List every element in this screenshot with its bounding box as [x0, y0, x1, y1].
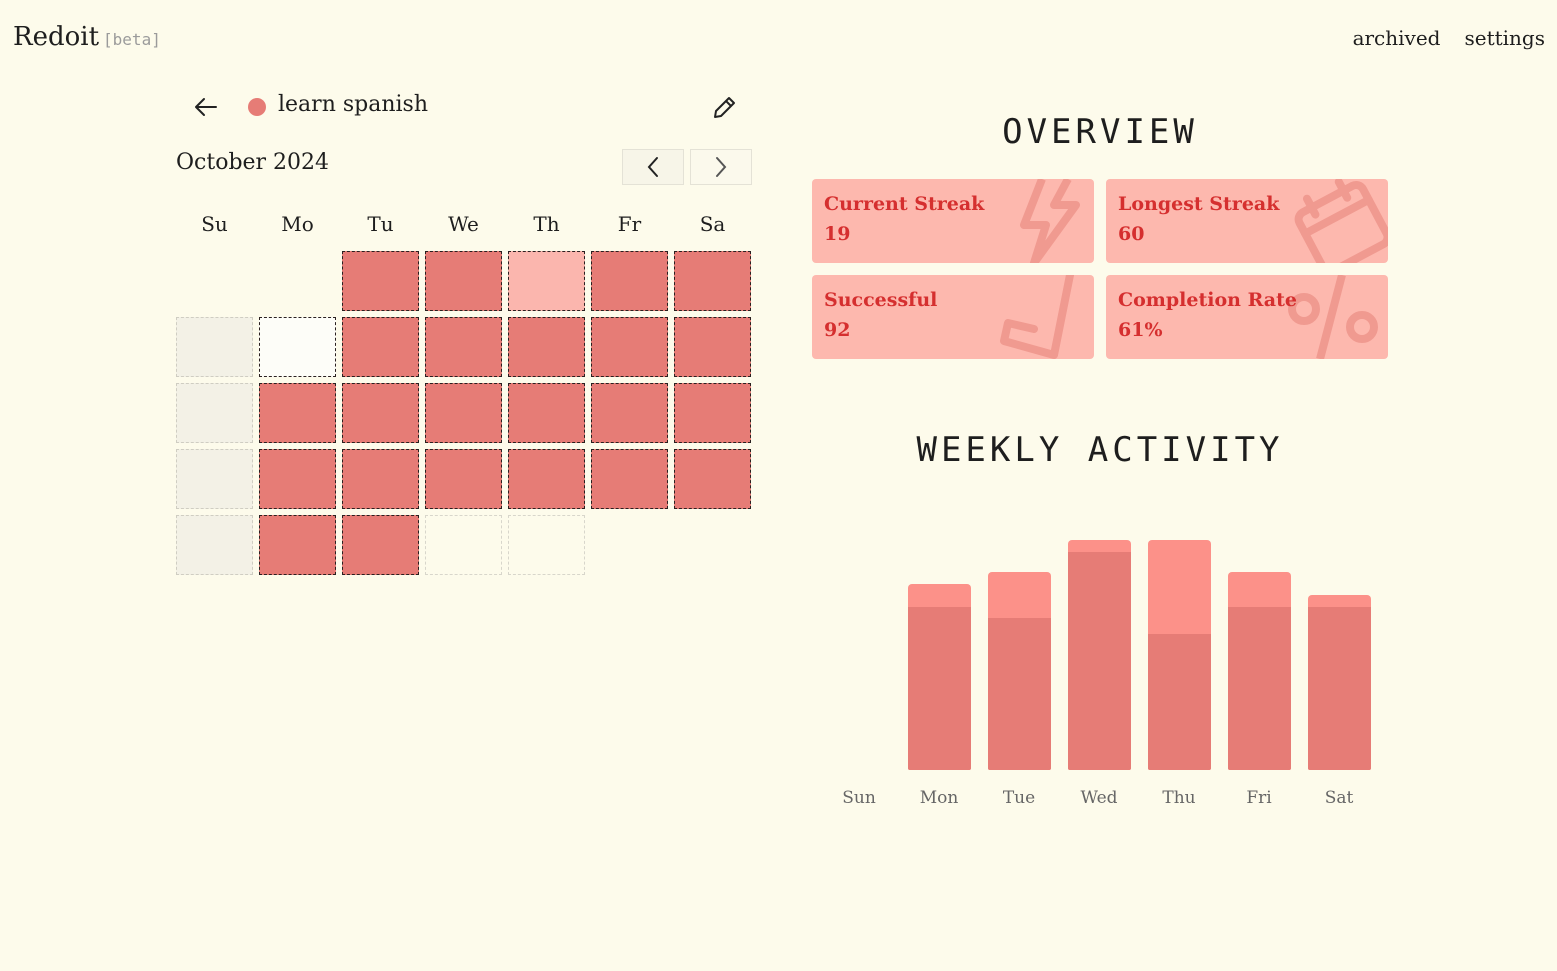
- calendar-day-inactive[interactable]: [176, 449, 253, 509]
- calendar-icon: [1294, 179, 1388, 263]
- weekly-activity-title: WEEKLY ACTIVITY: [916, 430, 1284, 470]
- weekly-activity-chart: [812, 500, 1388, 770]
- habit-color-dot: [248, 98, 266, 116]
- calendar-day-done[interactable]: [425, 317, 502, 377]
- stat-value: 19: [824, 223, 851, 245]
- bar-label: Wed: [1080, 788, 1118, 808]
- stat-label: Completion Rate: [1118, 289, 1297, 311]
- calendar-day-done[interactable]: [342, 317, 419, 377]
- calendar-day-done[interactable]: [591, 317, 668, 377]
- bar-sat: [1308, 595, 1371, 770]
- bar-fri: [1228, 572, 1291, 770]
- bar-segment-completed: [1228, 606, 1291, 770]
- calendar-day-inactive[interactable]: [176, 515, 253, 575]
- weekday-label: Fr: [617, 212, 642, 236]
- stat-label: Successful: [824, 289, 938, 311]
- lightning-icon: [1020, 179, 1080, 263]
- calendar-day-done[interactable]: [674, 383, 751, 443]
- bar-label: Sun: [842, 788, 876, 808]
- calendar-day-future[interactable]: [508, 515, 585, 575]
- calendar-day-future[interactable]: [425, 515, 502, 575]
- bar-tue: [988, 572, 1051, 770]
- bar-wed: [1068, 540, 1131, 770]
- calendar-day-today[interactable]: [259, 317, 336, 377]
- bar-label: Fri: [1246, 788, 1272, 808]
- month-title: October 2024: [176, 150, 330, 175]
- overview-title: OVERVIEW: [1002, 112, 1198, 152]
- weekday-label: Tu: [367, 212, 394, 236]
- calendar-day-done[interactable]: [674, 449, 751, 509]
- weekday-label: Sa: [699, 212, 726, 236]
- calendar-day-done[interactable]: [342, 449, 419, 509]
- bar-mon: [908, 583, 971, 770]
- next-month-button[interactable]: [690, 149, 752, 185]
- stat-label: Current Streak: [824, 193, 985, 215]
- bar-label: Tue: [1002, 788, 1036, 808]
- top-nav: archived settings: [1353, 26, 1545, 50]
- bar-segment-completed: [908, 606, 971, 770]
- calendar-day-done[interactable]: [259, 515, 336, 575]
- app-name: Redoit: [13, 22, 100, 52]
- stat-value: 92: [824, 319, 851, 341]
- calendar-day-done[interactable]: [342, 251, 419, 311]
- chevron-right-icon: [716, 157, 727, 177]
- app-logo[interactable]: Redoit [beta]: [13, 22, 161, 52]
- pencil-icon[interactable]: [710, 94, 738, 122]
- habit-name: learn spanish: [278, 92, 429, 117]
- prev-month-button[interactable]: [622, 149, 684, 185]
- calendar-day-done[interactable]: [342, 383, 419, 443]
- calendar-day-done[interactable]: [425, 383, 502, 443]
- calendar-day-done[interactable]: [674, 251, 751, 311]
- stat-value: 61%: [1118, 319, 1163, 341]
- calendar-day-inactive[interactable]: [176, 383, 253, 443]
- chevron-left-icon: [647, 157, 658, 177]
- habit-header: learn spanish: [192, 92, 738, 122]
- stat-value: 60: [1118, 223, 1145, 245]
- weekday-label: Mo: [281, 212, 314, 236]
- calendar-day-done[interactable]: [425, 449, 502, 509]
- calendar-day-partial[interactable]: [508, 251, 585, 311]
- calendar-day-done[interactable]: [591, 251, 668, 311]
- calendar-day-done[interactable]: [508, 383, 585, 443]
- calendar-day-done[interactable]: [674, 317, 751, 377]
- stat-card-successful: Successful 92: [812, 275, 1094, 359]
- bar-segment-completed: [1308, 606, 1371, 770]
- calendar-day-done[interactable]: [259, 383, 336, 443]
- calendar-day-done[interactable]: [425, 251, 502, 311]
- beta-badge: [beta]: [103, 30, 161, 49]
- bar-label: Thu: [1162, 788, 1196, 808]
- bar-segment-completed: [1068, 551, 1131, 770]
- bar-segment-completed: [988, 618, 1051, 770]
- bar-label: Sat: [1324, 788, 1354, 808]
- settings-link[interactable]: settings: [1464, 26, 1545, 50]
- stat-card-completion-rate: Completion Rate 61%: [1106, 275, 1388, 359]
- weekday-label: We: [448, 212, 479, 236]
- calendar-day-done[interactable]: [591, 383, 668, 443]
- stat-label: Longest Streak: [1118, 193, 1280, 215]
- bar-label: Mon: [919, 788, 959, 808]
- calendar-day-done[interactable]: [342, 515, 419, 575]
- stat-card-current-streak: Current Streak 19: [812, 179, 1094, 263]
- calendar-day-done[interactable]: [508, 449, 585, 509]
- stat-card-longest-streak: Longest Streak 60: [1106, 179, 1388, 263]
- arrow-left-icon[interactable]: [192, 94, 220, 120]
- calendar-day-inactive[interactable]: [176, 317, 253, 377]
- archived-link[interactable]: archived: [1352, 26, 1441, 50]
- bar-segment-completed: [1148, 634, 1211, 770]
- calendar-day-done[interactable]: [508, 317, 585, 377]
- weekday-label: Su: [201, 212, 228, 236]
- calendar-day-done[interactable]: [259, 449, 336, 509]
- weekday-label: Th: [533, 212, 560, 236]
- calendar-day-done[interactable]: [591, 449, 668, 509]
- percent-icon: [1288, 275, 1378, 359]
- check-icon: [1000, 275, 1074, 359]
- bar-thu: [1148, 540, 1211, 770]
